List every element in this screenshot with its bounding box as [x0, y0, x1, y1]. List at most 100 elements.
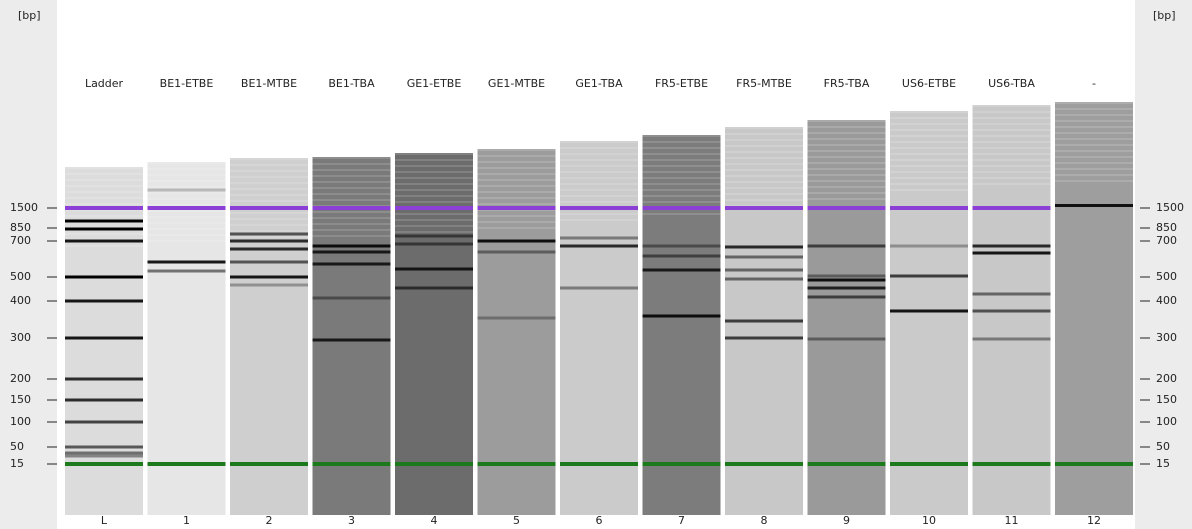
band [65, 454, 143, 458]
lane-stripe [560, 219, 638, 221]
lower-marker [65, 462, 143, 466]
lane-number: 10 [922, 514, 936, 527]
lane-stripe [725, 127, 803, 129]
lane-stripe [477, 149, 556, 151]
lane-stripe [972, 165, 1051, 167]
lane-stripe [312, 175, 391, 177]
lane-stripe [560, 177, 638, 179]
lane-number: 5 [513, 514, 520, 527]
lane-stripe [1055, 180, 1133, 182]
lane-stripe [890, 189, 968, 191]
unit-label: [bp] [1153, 9, 1176, 22]
lane-stripe [972, 147, 1051, 149]
tick-label: 200 [10, 372, 31, 385]
lane-stripe [972, 171, 1051, 173]
band [65, 299, 143, 303]
tick-label: 850 [10, 221, 31, 234]
lane-stripe [890, 153, 968, 155]
lane-stripe [477, 155, 556, 157]
lane-stripe [725, 181, 803, 183]
right-panel [1135, 0, 1192, 529]
lane-number: 4 [431, 514, 438, 527]
lane-stripe [725, 169, 803, 171]
lane-stripe [1055, 162, 1133, 164]
upper-marker [807, 206, 886, 210]
band [312, 338, 391, 342]
band [560, 286, 638, 290]
lane-stripe [147, 180, 226, 182]
band [65, 445, 143, 449]
lane-stripe [477, 167, 556, 169]
lane-number: 3 [348, 514, 355, 527]
lane-name: FR5-TBA [824, 77, 870, 90]
lane-stripe [807, 150, 886, 152]
lane-stripe [1055, 144, 1133, 146]
lane-stripe [65, 233, 143, 235]
lane-stripe [890, 123, 968, 125]
band [477, 250, 556, 254]
lane-stripe [725, 175, 803, 177]
lane-stripe [230, 200, 308, 202]
lane-stripe [312, 235, 391, 237]
lane-stripe [395, 171, 473, 173]
lane-name: BE1-ETBE [160, 77, 214, 90]
lane-stripe [477, 215, 556, 217]
tick-label: 850 [1156, 221, 1177, 234]
lane-stripe [642, 141, 721, 143]
band [312, 250, 391, 254]
lane-stripe [395, 231, 473, 233]
lane-stripe [147, 168, 226, 170]
lane-stripe [1055, 138, 1133, 140]
left-panel [0, 0, 57, 529]
lane-stripe [65, 185, 143, 187]
tick-label: 50 [10, 440, 24, 453]
lane-stripe [230, 158, 308, 160]
band [807, 286, 886, 290]
lane-number: 1 [183, 514, 190, 527]
upper-marker [312, 206, 391, 210]
lane-stripe [477, 197, 556, 199]
lane-stripe [395, 219, 473, 221]
lane-stripe [642, 135, 721, 137]
lane-stripe [65, 197, 143, 199]
upper-marker [972, 206, 1051, 210]
lane-stripe [972, 129, 1051, 131]
tick-label: 300 [10, 331, 31, 344]
lane [230, 158, 308, 515]
tick-label: 1500 [10, 201, 38, 214]
lane-stripe [312, 193, 391, 195]
lane-stripe [642, 153, 721, 155]
lane-stripe [65, 215, 143, 217]
band [230, 232, 308, 236]
lane-stripe [807, 126, 886, 128]
band [65, 451, 143, 455]
lane-stripe [807, 156, 886, 158]
lane [312, 157, 391, 515]
lane-stripe [890, 141, 968, 143]
lane-stripe [147, 210, 226, 212]
band [560, 244, 638, 248]
lane-name: US6-TBA [988, 77, 1035, 90]
lane-stripe [477, 173, 556, 175]
tick-label: 400 [10, 294, 31, 307]
band [725, 268, 803, 272]
band [312, 296, 391, 300]
lane-stripe [642, 189, 721, 191]
lane [1055, 102, 1133, 515]
lane [65, 167, 143, 515]
band [147, 269, 226, 273]
lane-stripe [725, 163, 803, 165]
lane-stripe [972, 177, 1051, 179]
band [972, 292, 1051, 296]
upper-marker [560, 206, 638, 210]
upper-marker [890, 206, 968, 210]
band [230, 275, 308, 279]
lane-stripe [560, 195, 638, 197]
band [560, 236, 638, 240]
lane-stripe [890, 129, 968, 131]
tick-label: 1500 [1156, 201, 1184, 214]
lane-stripe [312, 223, 391, 225]
lane-name: - [1092, 77, 1096, 90]
lane-stripe [972, 105, 1051, 107]
lower-marker [1055, 462, 1133, 466]
